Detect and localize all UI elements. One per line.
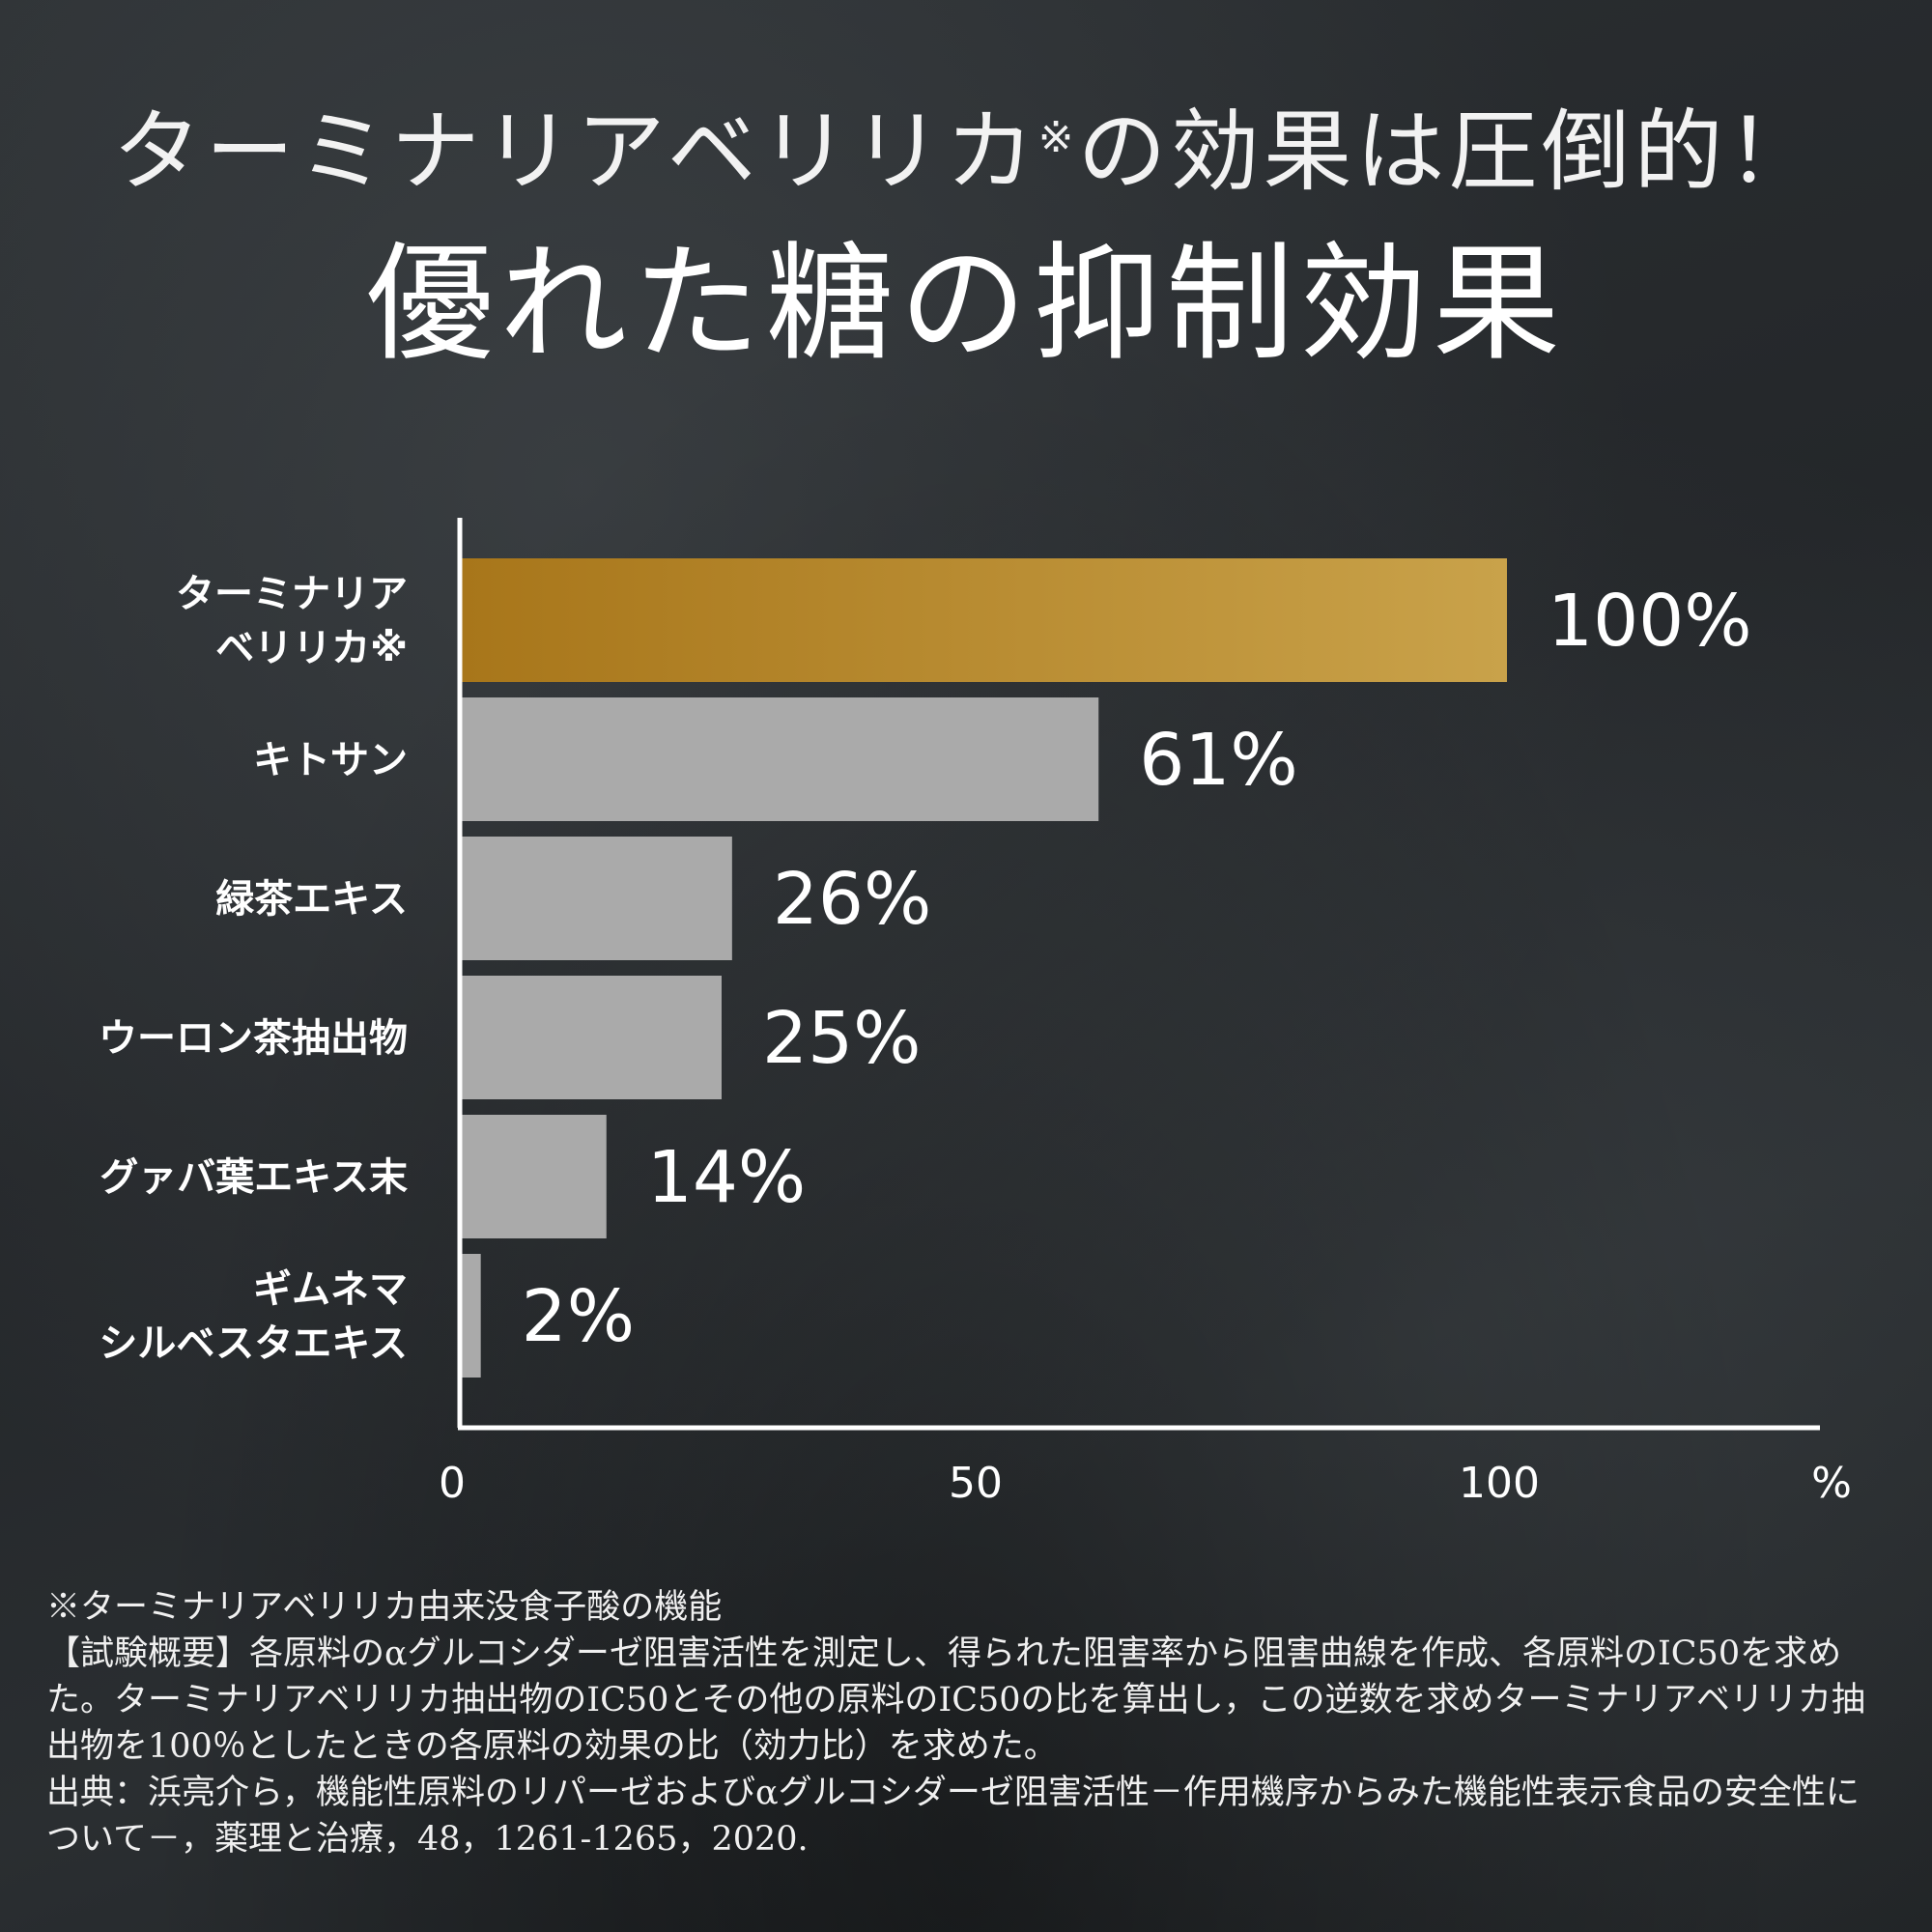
category-label-line: ターミナリア	[176, 572, 408, 616]
labels-layer: 100% ターミナリアベリリカ※ 61% キトサン 26% 緑茶エキス 25% ウーロン茶抽出…	[99, 572, 1752, 1366]
category-label-line: グァバ葉エキス末	[99, 1155, 408, 1200]
category-label-line: ギムネマ	[253, 1267, 408, 1312]
value-label-3: 25%	[762, 997, 921, 1080]
headline-note-mark: ※	[1037, 113, 1078, 162]
value-label-1: 61%	[1139, 719, 1297, 802]
bar-4	[460, 1115, 607, 1238]
value-label-5: 2%	[522, 1275, 635, 1358]
category-label-line: ウーロン茶抽出物	[99, 1016, 408, 1061]
headline: ターミナリアベリリカ※の効果は圧倒的！	[0, 85, 1932, 206]
footnote-method: 【試験概要】各原料のαグルコシダーゼ阻害活性を測定し、得られた阻害率から阻害曲線…	[46, 1634, 1865, 1766]
category-label-line: 緑茶エキス	[215, 877, 408, 922]
x-unit-label: %	[1811, 1459, 1852, 1508]
subtitle: 優れた糖の抑制効果	[366, 230, 1566, 379]
value-label-2: 26%	[773, 858, 931, 941]
category-label-1: キトサン	[253, 738, 408, 782]
axis-layer: 0 50 100%	[439, 518, 1852, 1508]
category-label-line: ベリリカ※	[215, 626, 408, 670]
bar-chart: 100% ターミナリアベリリカ※ 61% キトサン 26% 緑茶エキス 25% ウーロン茶抽出…	[99, 518, 1852, 1508]
headline-rest: の効果は圧倒的！	[1077, 99, 1820, 204]
category-label-2: 緑茶エキス	[215, 877, 408, 922]
bar-5	[460, 1254, 481, 1378]
x-tick-label-0: 0	[439, 1459, 466, 1508]
footnotes: ※ターミナリアベリリカ由来没食子酸の機能 【試験概要】各原料のαグルコシダーゼ阻…	[46, 1584, 1891, 1862]
x-tick-label-2: 100	[1459, 1459, 1540, 1508]
category-label-4: グァバ葉エキス末	[99, 1155, 408, 1200]
bar-1	[460, 697, 1099, 821]
bars-layer	[460, 558, 1507, 1378]
category-label-0: ターミナリアベリリカ※	[176, 572, 408, 670]
category-label-line: キトサン	[253, 738, 408, 782]
footnote-source: 出典：浜亮介ら，機能性原料のリパーゼおよびαグルコシダーゼ阻害活性－作用機序から…	[46, 1774, 1860, 1859]
value-label-4: 14%	[647, 1136, 806, 1219]
headline-main: ターミナリアベリリカ	[112, 99, 1038, 204]
bar-2	[460, 837, 732, 960]
footnote-mark: ※ターミナリアベリリカ由来没食子酸の機能	[46, 1588, 723, 1627]
x-tick-label-1: 50	[949, 1459, 1003, 1508]
bar-0	[460, 558, 1507, 682]
category-label-5: ギムネマシルベスタエキス	[99, 1267, 408, 1366]
bar-3	[460, 976, 722, 1099]
value-label-0: 100%	[1548, 580, 1752, 663]
category-label-line: シルベスタエキス	[99, 1321, 408, 1366]
category-label-3: ウーロン茶抽出物	[99, 1016, 408, 1061]
